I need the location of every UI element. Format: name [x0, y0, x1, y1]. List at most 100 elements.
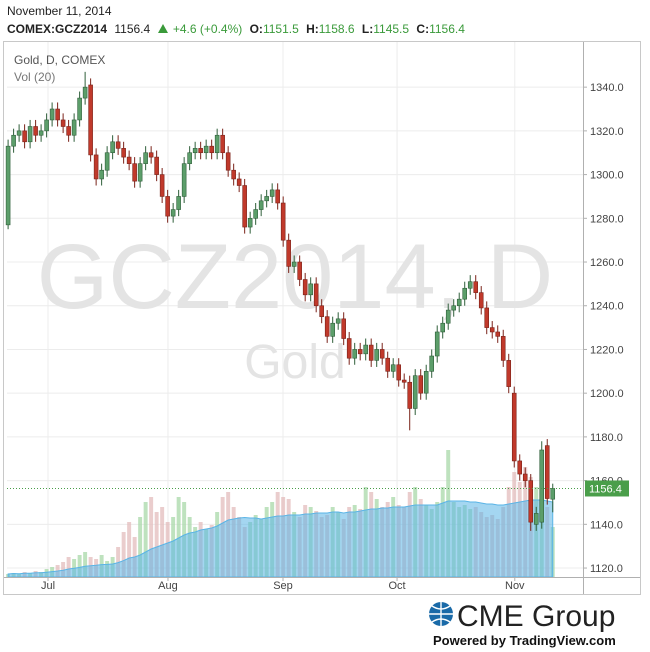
- candle-body: [137, 163, 143, 182]
- y-tick-label: 1180.0: [590, 432, 623, 444]
- candle-body: [236, 178, 242, 186]
- candle-body: [187, 152, 192, 164]
- candle-body: [423, 371, 429, 394]
- last-price: 1156.4: [114, 22, 151, 36]
- candle-body: [528, 480, 534, 523]
- quote-line: COMEX:GCZ2014 1156.4 +4.6 (+0.4%) O:1151…: [7, 22, 469, 36]
- x-tick-label: Aug: [158, 580, 178, 592]
- candle-body: [192, 148, 198, 154]
- candle-body: [209, 145, 214, 154]
- x-tick-label: Oct: [388, 580, 405, 592]
- low-value: 1145.5: [373, 22, 410, 36]
- candle-body: [242, 185, 247, 228]
- watermark: GCZ2014, D: [37, 226, 553, 328]
- close-label: C:: [416, 22, 430, 36]
- candle-body: [280, 202, 286, 241]
- candle-body: [473, 281, 479, 293]
- candle-body: [93, 154, 99, 180]
- candle-body: [445, 309, 451, 324]
- high-value: 1158.6: [318, 22, 355, 36]
- volume-bar: [77, 555, 82, 577]
- candle-body: [335, 318, 341, 324]
- candle-body: [22, 130, 27, 143]
- candle-body: [341, 318, 346, 339]
- candle-body: [319, 305, 324, 317]
- y-tick-label: 1140.0: [590, 519, 623, 531]
- candle-body: [110, 141, 115, 154]
- candle-body: [539, 449, 545, 523]
- open-value: 1151.5: [262, 22, 299, 36]
- y-tick-label: 1220.0: [590, 344, 624, 356]
- candle-body: [88, 84, 93, 156]
- x-tick-label: Nov: [505, 580, 525, 592]
- candle-body: [467, 281, 473, 289]
- candle-body: [5, 145, 11, 226]
- volume-bar: [121, 532, 126, 577]
- volume-bar: [127, 522, 132, 577]
- candle-body: [132, 163, 137, 182]
- candle-body: [379, 349, 385, 359]
- candle-body: [198, 148, 203, 154]
- y-tick-label: 1200.0: [590, 388, 624, 400]
- last-price-tag: [585, 480, 629, 497]
- y-tick-label: 1320.0: [590, 126, 624, 138]
- volume-bar: [66, 557, 71, 577]
- candle-body: [181, 163, 187, 197]
- powered-by: Powered by TradingView.com: [433, 633, 616, 648]
- candle-body: [489, 327, 495, 333]
- candle-body: [357, 349, 363, 355]
- logo: CME Group Powered by TradingView.com: [429, 600, 616, 648]
- candle-body: [231, 169, 236, 180]
- candle-body: [44, 119, 49, 132]
- volume-bar: [138, 517, 143, 577]
- candle-body: [368, 344, 374, 361]
- candle-body: [407, 381, 412, 409]
- candle-body: [264, 196, 269, 202]
- x-tick-label: Sep: [273, 580, 293, 592]
- volume-bar: [116, 547, 121, 577]
- candle-body: [440, 322, 445, 333]
- candle-body: [55, 108, 60, 121]
- candle-body: [176, 196, 181, 210]
- candle-body: [385, 357, 390, 372]
- volume-bar: [176, 497, 181, 577]
- candle-body: [484, 307, 490, 328]
- candle-body: [533, 513, 539, 525]
- candle-body: [269, 189, 275, 197]
- candle-body: [126, 156, 132, 164]
- candle-body: [225, 152, 231, 171]
- volume-bar: [83, 552, 88, 577]
- y-tick-label: 1240.0: [590, 301, 624, 313]
- candle-body: [77, 97, 82, 121]
- candle-body: [99, 169, 104, 180]
- candle-body: [214, 134, 220, 154]
- candle-body: [170, 209, 176, 217]
- candle-body: [506, 360, 512, 387]
- volume-bar: [149, 497, 154, 577]
- legend: Gold, D, COMEX: [14, 53, 105, 67]
- symbol: COMEX:GCZ2014: [7, 22, 108, 36]
- candle-body: [148, 152, 154, 158]
- y-tick-label: 1120.0: [590, 563, 623, 575]
- volume-bar: [160, 507, 165, 577]
- change: +4.6 (+0.4%): [172, 22, 243, 36]
- candle-body: [434, 331, 440, 357]
- x-tick-label: Jul: [41, 580, 55, 592]
- y-tick-label: 1280.0: [590, 213, 624, 225]
- candle-body: [297, 261, 302, 280]
- candle-body: [60, 119, 66, 127]
- volume-bar: [143, 502, 148, 577]
- candle-body: [38, 130, 44, 136]
- candle-body: [495, 331, 501, 337]
- candle-body: [253, 209, 258, 219]
- candle-body: [258, 200, 264, 210]
- candle-body: [49, 108, 55, 121]
- candle-body: [313, 283, 319, 307]
- y-tick-label: 1300.0: [590, 170, 624, 182]
- close-value: 1156.4: [429, 22, 465, 36]
- volume-bar: [61, 562, 66, 577]
- candle-body: [286, 239, 291, 267]
- candle-body: [33, 126, 38, 136]
- candle-body: [165, 196, 170, 217]
